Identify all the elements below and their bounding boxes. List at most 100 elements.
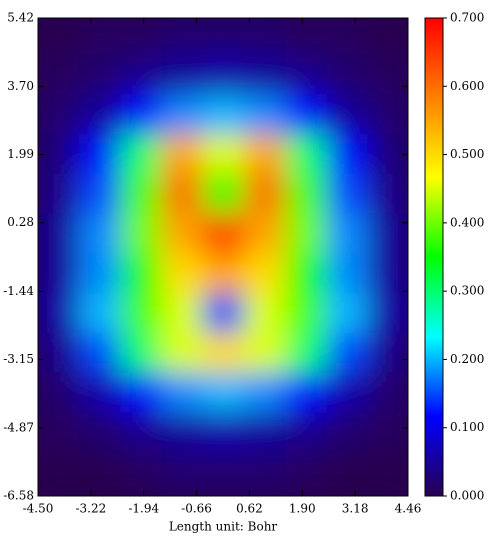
heatmap-cell [202, 372, 245, 414]
colorbar [424, 17, 444, 497]
heatmap-cell [326, 452, 369, 494]
heatmap-cell [161, 93, 204, 135]
heatmap-cell [326, 213, 369, 255]
heatmap-cell [78, 54, 122, 95]
heatmap-cell [367, 452, 408, 494]
heatmap-cell [285, 173, 328, 215]
heatmap-cell [367, 18, 408, 56]
heatmap-cell [243, 293, 287, 334]
heatmap-cell [161, 18, 204, 56]
x-axis-label: Length unit: Bohr [169, 520, 278, 534]
y-tick-label: 0.28 [7, 215, 34, 229]
heatmap-cell [326, 54, 369, 95]
heatmap-cell [120, 412, 163, 454]
plot-frame [37, 17, 409, 497]
x-tick-label: 1.90 [289, 502, 316, 516]
heatmap-cell [38, 213, 80, 255]
heatmap-cell [202, 133, 245, 175]
heatmap-cell [161, 452, 204, 494]
heatmap-cell [243, 173, 287, 215]
heatmap-cell [285, 213, 328, 255]
heatmap-cell [367, 372, 408, 414]
heatmap-cell [161, 54, 204, 95]
heatmap-cell [161, 293, 204, 334]
heatmap-cell [367, 93, 408, 135]
heatmap-cell [367, 54, 408, 95]
heatmap-cell [326, 133, 369, 175]
heatmap-cell [120, 54, 163, 95]
heatmap-cell [202, 452, 245, 494]
heatmap-cell [161, 332, 204, 374]
heatmap-cell [78, 213, 122, 255]
heatmap-cell [243, 18, 287, 56]
heatmap-cell [285, 18, 328, 56]
heatmap-cell [367, 412, 408, 454]
heatmap-cell [202, 293, 245, 334]
y-tick-label: -1.44 [3, 284, 34, 298]
x-tick-label: 4.46 [395, 502, 422, 516]
heatmap-cell [202, 332, 245, 374]
heatmap-cell [367, 133, 408, 175]
x-tick-label: -3.22 [75, 502, 106, 516]
heatmap-cell [38, 332, 80, 374]
heatmap-cell [202, 412, 245, 454]
heatmap-cell [78, 412, 122, 454]
heatmap-cell [243, 213, 287, 255]
heatmap-cell [285, 133, 328, 175]
x-tick-label: -0.66 [181, 502, 212, 516]
heatmap-cell [120, 133, 163, 175]
heatmap-cell [202, 18, 245, 56]
colorbar-tick-label: 0.700 [450, 11, 484, 25]
heatmap-cell [326, 18, 369, 56]
heatmap-cell [161, 253, 204, 295]
colorbar-tick-label: 0.100 [450, 420, 484, 434]
heatmap-cell [120, 213, 163, 255]
x-tick-label: -1.94 [128, 502, 159, 516]
y-tick-label: 1.99 [7, 147, 34, 161]
heatmap-cell [285, 452, 328, 494]
heatmap-cell [243, 372, 287, 414]
heatmap-cell [120, 372, 163, 414]
heatmap [38, 18, 408, 494]
heatmap-cell [367, 253, 408, 295]
heatmap-cell [120, 253, 163, 295]
heatmap-cell [78, 372, 122, 414]
heatmap-cell [326, 372, 369, 414]
heatmap-cell [120, 18, 163, 56]
heatmap-cell [326, 93, 369, 135]
colorbar-tick-label: 0.000 [450, 489, 484, 503]
heatmap-cell [120, 93, 163, 135]
heatmap-cell [78, 253, 122, 295]
heatmap-cell [78, 133, 122, 175]
heatmap-cell [285, 412, 328, 454]
x-tick-label: 0.62 [236, 502, 263, 516]
colorbar-tick-label: 0.400 [450, 215, 484, 229]
heatmap-cell [78, 293, 122, 334]
heatmap-cell [367, 213, 408, 255]
y-tick-label: -6.58 [3, 489, 34, 503]
heatmap-cell [161, 412, 204, 454]
heatmap-cell [38, 93, 80, 135]
heatmap-cell [78, 93, 122, 135]
heatmap-cell [161, 213, 204, 255]
heatmap-cell [161, 133, 204, 175]
y-tick-label: 5.42 [7, 11, 34, 25]
colorbar-tick-label: 0.300 [450, 284, 484, 298]
heatmap-cell [120, 332, 163, 374]
heatmap-cell [243, 412, 287, 454]
y-tick-label: -4.87 [3, 420, 34, 434]
heatmap-cell [202, 253, 245, 295]
heatmap-cell [120, 452, 163, 494]
heatmap-cell [285, 253, 328, 295]
heatmap-cell [243, 452, 287, 494]
heatmap-cell [326, 412, 369, 454]
heatmap-cell [285, 332, 328, 374]
heatmap-cell [161, 372, 204, 414]
heatmap-cell [367, 332, 408, 374]
y-tick-label: -3.15 [3, 352, 34, 366]
heatmap-cell [202, 213, 245, 255]
heatmap-cell [243, 332, 287, 374]
x-tick-label: 3.18 [342, 502, 369, 516]
